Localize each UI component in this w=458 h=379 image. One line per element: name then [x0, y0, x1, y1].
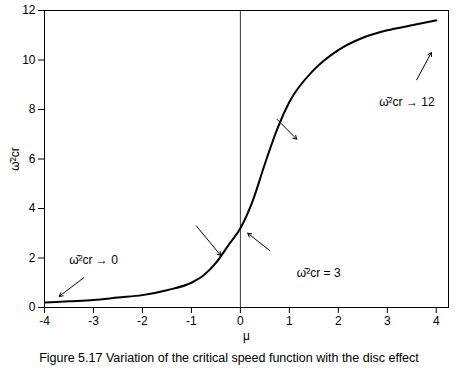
svg-text:-3: -3 [88, 314, 99, 328]
svg-text:2: 2 [29, 251, 36, 265]
svg-text:-1: -1 [186, 314, 197, 328]
svg-text:0: 0 [237, 314, 244, 328]
svg-text:6: 6 [29, 152, 36, 166]
svg-text:2: 2 [335, 314, 342, 328]
svg-text:4: 4 [29, 201, 36, 215]
svg-text:-2: -2 [137, 314, 148, 328]
svg-text:3: 3 [384, 314, 391, 328]
svg-text:ω̄²cr → 12: ω̄²cr → 12 [379, 95, 435, 109]
svg-text:ω̄²cr: ω̄²cr [8, 147, 22, 170]
svg-text:-4: -4 [39, 314, 50, 328]
svg-text:1: 1 [286, 314, 293, 328]
svg-text:ω̄²cr = 3: ω̄²cr = 3 [297, 266, 341, 280]
html-text:Figure 5.17 Variation of the c: Figure 5.17 Variation of the critical sp… [39, 351, 419, 365]
svg-text:12: 12 [22, 3, 36, 17]
svg-text:4: 4 [433, 314, 440, 328]
svg-text:ω̄²cr → 0: ω̄²cr → 0 [69, 253, 118, 267]
svg-text:8: 8 [29, 102, 36, 116]
svg-text:μ: μ [243, 329, 250, 343]
svg-text:10: 10 [22, 53, 36, 67]
svg-text:0: 0 [29, 300, 36, 314]
